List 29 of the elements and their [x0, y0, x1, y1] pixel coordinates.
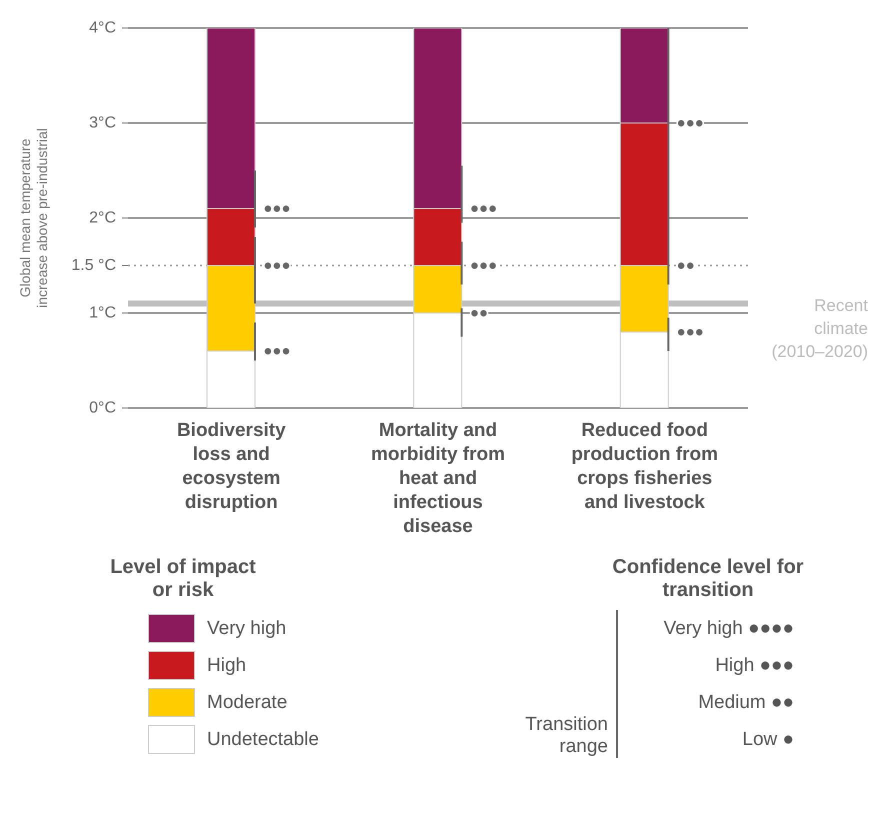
text: Very high ●●●●	[662, 617, 794, 641]
y-tick-label: 1°C	[89, 304, 116, 322]
ref-line-label: Recent climate (2010–2020)	[770, 294, 868, 362]
text: Medium ●●	[697, 691, 794, 715]
y-tick-label: 4°C	[89, 20, 116, 36]
annotation: ●●●	[470, 257, 498, 274]
x-tick-label: Biodiversity loss and ecosystem disruption	[176, 420, 286, 513]
y-tick-label: 1.5 °C	[71, 257, 116, 274]
y-tick-label: 0°C	[89, 400, 116, 416]
legend-label: Very high	[207, 618, 286, 640]
annotation: ●●●	[676, 324, 704, 340]
annotation: ●●●	[263, 257, 291, 274]
annotation: ●●	[676, 257, 695, 274]
y-axis-title: Global mean temperature increase above pre-industrial	[17, 128, 50, 308]
text: Low ●	[741, 728, 794, 752]
y-tick-label: 3°C	[89, 114, 116, 132]
x-tick-label: Mortality and morbidity from heat and infectious disease	[370, 420, 506, 537]
annotation: ●●●	[263, 342, 291, 360]
legend-label: Undetectable	[207, 728, 319, 750]
text: Confidence level for transition	[611, 556, 805, 602]
annotation: ●●●	[470, 200, 498, 217]
text: Transition range	[524, 714, 609, 758]
legend-label: Moderate	[207, 692, 288, 714]
legend-label: High	[207, 654, 246, 676]
annotation: ●●●	[263, 200, 291, 217]
legend-title: Level of impact or risk	[109, 556, 257, 602]
y-tick-label: 2°C	[89, 210, 116, 226]
x-tick-label: Reduced food production from crops fisheries and livestock	[571, 420, 718, 513]
text: High ●●●	[714, 654, 794, 678]
